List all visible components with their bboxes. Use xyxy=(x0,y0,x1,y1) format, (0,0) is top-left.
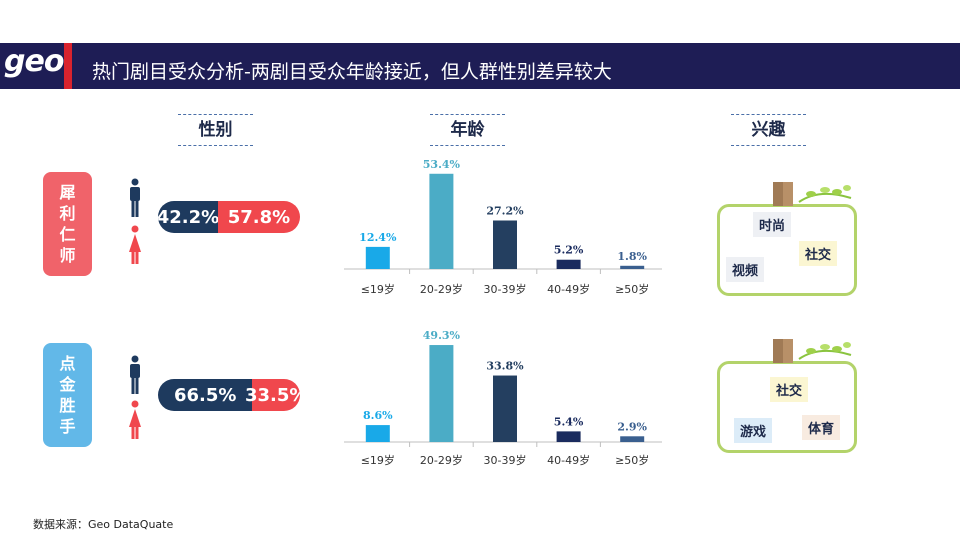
interest-panel-2: 社交 游戏 体育 xyxy=(713,337,863,453)
female-person-icon xyxy=(129,400,141,439)
section-heading-age: 年龄 xyxy=(430,114,505,146)
data-source: 数据来源：Geo DataQuate xyxy=(33,518,174,531)
interest-tag: 体育 xyxy=(802,415,841,440)
x-tick-label: 40-49岁 xyxy=(547,282,590,296)
drama-name-char: 犀 xyxy=(59,183,76,202)
age-bar xyxy=(620,436,645,442)
male-share: 66.5% xyxy=(158,379,253,411)
book-leaf-icon xyxy=(773,182,852,206)
x-tick-label: 20-29岁 xyxy=(420,282,463,296)
page-title: 热门剧目受众分析-两剧目受众年龄接近，但人群性别差异较大 xyxy=(92,61,612,83)
bar-value-label: 5.4% xyxy=(554,415,584,428)
bar-value-label: 33.8% xyxy=(486,360,524,373)
interest-tag: 视频 xyxy=(726,257,765,282)
age-chart-1: 12.4% ≤19岁 53.4% 20-29岁 27.2% 30-39岁 5.2% 40-49… xyxy=(344,158,674,300)
drama-name-char: 点 xyxy=(59,354,76,373)
age-bar xyxy=(620,265,645,269)
bar-value-label: 1.8% xyxy=(617,250,647,263)
x-tick-label: ≤19岁 xyxy=(361,453,395,467)
age-chart-svg: 12.4% ≤19岁 53.4% 20-29岁 27.2% 30-39岁 5.2% 40-49… xyxy=(344,158,662,296)
interest-tag: 社交 xyxy=(799,241,838,266)
age-bar xyxy=(429,173,454,269)
interest-tag: 游戏 xyxy=(734,418,773,443)
interest-panel-1: 时尚 社交 视频 xyxy=(713,180,863,296)
female-share: 33.5% xyxy=(245,379,300,411)
bar-value-label: 53.4% xyxy=(423,158,461,171)
female-share: 57.8% xyxy=(217,201,300,233)
gender-split-bar-2: 66.5% 33.5% xyxy=(158,379,300,411)
header-bar xyxy=(0,43,960,89)
x-tick-label: ≥50岁 xyxy=(615,453,649,467)
bar-value-label: 49.3% xyxy=(423,329,461,342)
male-person-icon xyxy=(130,355,140,394)
logo-accent xyxy=(64,43,72,89)
age-chart-2: 8.6% ≤19岁 49.3% 20-29岁 33.8% 30-39岁 5.4% 40-49岁… xyxy=(344,320,674,472)
x-tick-label: 20-29岁 xyxy=(420,453,463,467)
drama-name-char: 胜 xyxy=(59,396,76,415)
x-tick-label: 30-39岁 xyxy=(484,282,527,296)
x-tick-label: ≥50岁 xyxy=(615,282,649,296)
interest-tag: 时尚 xyxy=(753,212,792,237)
drama-name-char: 仁 xyxy=(59,225,76,244)
drama-name-2: 点 金 胜 手 xyxy=(43,343,92,447)
book-leaf-icon xyxy=(773,339,852,363)
x-tick-label: 30-39岁 xyxy=(484,453,527,467)
x-tick-label: 40-49岁 xyxy=(547,453,590,467)
drama-name-1: 犀 利 仁 师 xyxy=(43,172,92,276)
bar-value-label: 12.4% xyxy=(359,231,397,244)
age-bar xyxy=(429,345,454,442)
section-heading-interest: 兴趣 xyxy=(731,114,806,146)
age-bar xyxy=(556,431,581,442)
bar-value-label: 5.2% xyxy=(554,244,584,257)
section-heading-gender: 性别 xyxy=(178,114,253,146)
drama-name-char: 金 xyxy=(59,375,76,394)
age-bar xyxy=(493,220,517,269)
male-share: 42.2% xyxy=(158,201,219,233)
male-person-icon xyxy=(130,178,140,217)
age-bar xyxy=(493,375,517,442)
logo: geo xyxy=(4,44,64,79)
bar-value-label: 8.6% xyxy=(363,409,393,422)
drama-name-char: 利 xyxy=(59,204,76,223)
bar-value-label: 27.2% xyxy=(486,204,524,217)
age-bar xyxy=(365,425,390,442)
female-person-icon xyxy=(129,225,141,264)
age-bar xyxy=(556,259,581,269)
interest-tag: 社交 xyxy=(770,377,809,402)
drama-name-char: 师 xyxy=(59,246,76,265)
gender-split-bar-1: 42.2% 57.8% xyxy=(158,201,300,233)
bar-value-label: 2.9% xyxy=(617,420,647,433)
age-bar xyxy=(365,246,390,269)
drama-name-char: 手 xyxy=(59,417,76,436)
age-chart-svg: 8.6% ≤19岁 49.3% 20-29岁 33.8% 30-39岁 5.4% 40-49岁… xyxy=(344,329,662,467)
x-tick-label: ≤19岁 xyxy=(361,282,395,296)
logo-box xyxy=(0,43,64,89)
